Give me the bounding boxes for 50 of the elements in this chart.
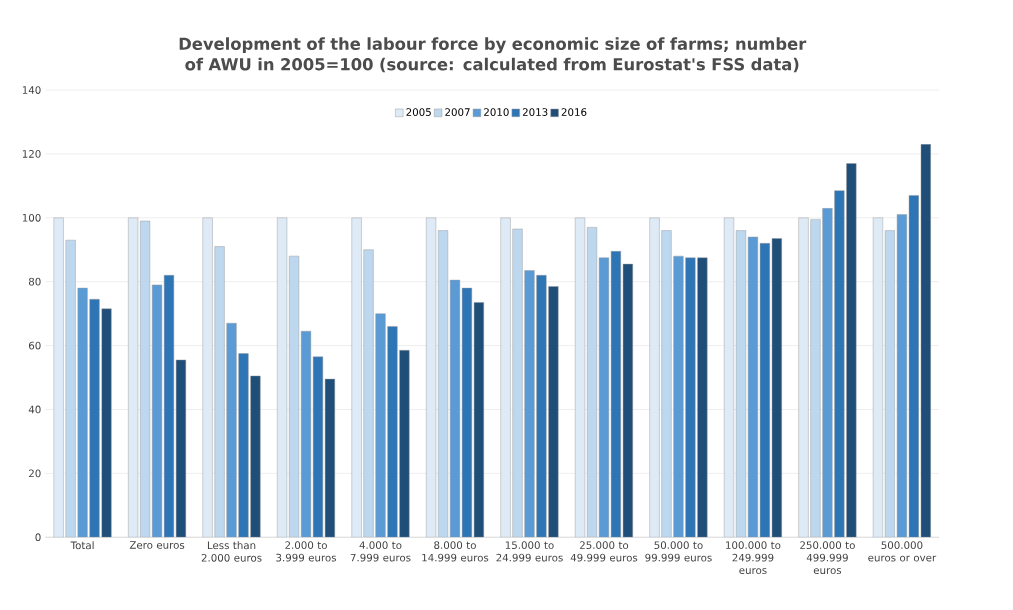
bar xyxy=(846,163,857,538)
chart-title: Development of the labour force by economic size of farms; number of AWU in 2005=100 (source: calculated from Eurostat's FSS data) xyxy=(179,37,807,73)
x-tick-label: 50.000 to 99.999 euros xyxy=(645,541,712,562)
bar xyxy=(202,217,213,538)
bar xyxy=(500,217,511,538)
bar xyxy=(649,217,660,538)
legend-label: 2013 xyxy=(522,108,548,116)
bar xyxy=(673,255,684,538)
x-tick-label: 15.000 to 24.999 euros xyxy=(496,541,563,562)
x-tick-label: 250.000 to 499.999 euros xyxy=(800,541,855,574)
y-tick-label: 40 xyxy=(28,405,41,414)
bar xyxy=(65,239,76,538)
legend-label: 2007 xyxy=(445,108,470,116)
bar xyxy=(512,228,523,538)
legend-label: 2010 xyxy=(484,108,509,116)
bar xyxy=(524,270,535,538)
bar xyxy=(77,287,88,538)
bar xyxy=(214,246,225,538)
bar xyxy=(822,207,833,538)
x-tick-label: Total xyxy=(70,541,94,550)
legend-label: 2005 xyxy=(406,108,431,116)
x-tick-label: Less than 2.000 euros xyxy=(201,541,262,562)
bar xyxy=(375,313,386,538)
y-tick-label: 0 xyxy=(35,533,41,542)
bar xyxy=(661,230,672,538)
bar xyxy=(697,257,708,538)
y-tick-label: 60 xyxy=(28,341,41,350)
bar xyxy=(226,322,237,538)
x-tick-label: 4.000 to 7.999 euros xyxy=(350,541,411,562)
bar xyxy=(351,217,362,538)
bar xyxy=(53,217,64,538)
bar xyxy=(548,286,559,538)
y-tick-label: 120 xyxy=(22,150,41,158)
x-tick-label: 500.000 euros or over xyxy=(868,541,937,562)
y-tick-label: 80 xyxy=(28,277,41,286)
x-tick-label: 25.000 to 49.999 euros xyxy=(570,541,638,562)
legend-label: 2016 xyxy=(561,108,587,116)
x-tick-label: Zero euros xyxy=(129,541,185,549)
x-tick-label: 8.000 to 14.999 euros xyxy=(422,541,489,562)
y-tick-label: 20 xyxy=(29,469,41,478)
bar xyxy=(810,219,821,538)
y-tick-label: 140 xyxy=(22,86,41,94)
bar xyxy=(250,375,261,538)
y-tick-label: 100 xyxy=(22,213,41,222)
x-tick-label: 100.000 to 249.999 euros xyxy=(726,541,781,574)
x-tick-label: 2.000 to 3.999 euros xyxy=(276,541,337,562)
bar xyxy=(363,249,374,538)
bar xyxy=(399,350,410,538)
bar xyxy=(798,217,809,538)
bar xyxy=(101,308,112,538)
